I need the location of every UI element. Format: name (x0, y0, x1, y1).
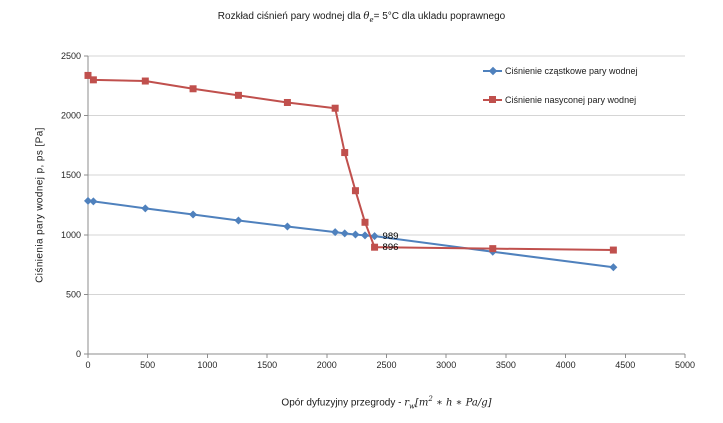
x-tick-label: 3000 (436, 360, 456, 370)
data-point-square (371, 243, 379, 251)
x-tick-label: 500 (140, 360, 155, 370)
data-point-square (341, 149, 349, 157)
x-axis-math-sub: w (409, 402, 416, 411)
theta-symbol: θ (363, 11, 370, 22)
diamond-icon (488, 66, 497, 75)
x-tick-label: 1000 (197, 360, 217, 370)
x-axis-math-sup: 2 (428, 395, 433, 403)
data-point-diamond (331, 228, 340, 237)
legend: Ciśnienie cząstkowe pary wodnej Ciśnieni… (483, 63, 638, 121)
x-tick-label: 3500 (496, 360, 516, 370)
square-icon (489, 96, 496, 103)
x-tick-label: 4500 (615, 360, 635, 370)
chart-title: Rozkład ciśnień pary wodnej dla θe= 5°C … (0, 11, 723, 24)
data-label: 989 (383, 231, 399, 242)
data-label: 896 (383, 242, 399, 253)
data-point-square (609, 246, 617, 254)
data-point-square (234, 91, 242, 99)
x-tick-label: 1500 (257, 360, 277, 370)
data-point-diamond (340, 229, 349, 238)
data-point-square (189, 85, 197, 93)
data-point-diamond (189, 210, 198, 219)
x-axis-title: Opór dyfuzyjny przegrody - rw[m2 ∗ h ∗ P… (88, 395, 685, 410)
y-tick-label: 2500 (61, 51, 81, 61)
data-point-square (84, 71, 92, 79)
data-point-square (141, 77, 149, 85)
x-axis-title-text: Opór dyfuzyjny przegrody - (281, 397, 405, 409)
data-point-diamond (234, 216, 243, 225)
legend-square-marker-icon (483, 95, 502, 104)
data-point-diamond (84, 196, 92, 205)
x-tick-label: 2500 (376, 360, 396, 370)
y-tick-label: 2000 (61, 111, 81, 121)
y-tick-label: 500 (66, 289, 81, 299)
data-point-square (331, 104, 339, 112)
data-point-square (361, 218, 369, 226)
data-point-diamond (283, 222, 292, 231)
data-point-diamond (361, 231, 370, 240)
theta-subscript: e (369, 16, 374, 24)
data-point-square (351, 187, 359, 195)
x-axis-math-var: r (404, 397, 410, 409)
y-axis-title: Ciśnienia pary wodnej p, ps [Pa] (34, 127, 46, 283)
data-point-diamond (89, 197, 98, 206)
x-tick-label: 5000 (675, 360, 695, 370)
data-point-square (89, 76, 97, 84)
data-point-diamond (370, 232, 379, 241)
data-point-diamond (609, 263, 618, 272)
legend-item-nasyconej: Ciśnienie nasyconej pary wodnej (483, 92, 638, 107)
x-tick-label: 0 (85, 360, 90, 370)
x-axis-math-units: ∗ h ∗ Pa/g] (432, 397, 492, 409)
legend-diamond-marker-icon (483, 66, 502, 75)
data-point-square (489, 245, 497, 253)
series-line-0 (87, 199, 614, 269)
y-tick-label: 1000 (61, 230, 81, 240)
data-point-diamond (351, 230, 360, 239)
legend-label-czastkowe: Ciśnienie cząstkowe pary wodnej (505, 65, 638, 76)
x-tick-label: 2000 (317, 360, 337, 370)
y-tick-label: 0 (76, 349, 81, 359)
chart-title-text: Rozkład ciśnień pary wodnej dla (217, 11, 364, 22)
data-point-square (283, 98, 291, 106)
y-tick-label: 1500 (61, 170, 81, 180)
chart-title-text-2: = 5°C dla ukladu poprawnego (373, 11, 506, 22)
data-point-diamond (141, 204, 150, 213)
x-axis-math-bracket: [m (415, 397, 429, 409)
legend-label-nasyconej: Ciśnienie nasyconej pary wodnej (505, 94, 637, 105)
x-tick-label: 4000 (556, 360, 576, 370)
legend-item-czastkowe: Ciśnienie cząstkowe pary wodnej (483, 63, 638, 78)
